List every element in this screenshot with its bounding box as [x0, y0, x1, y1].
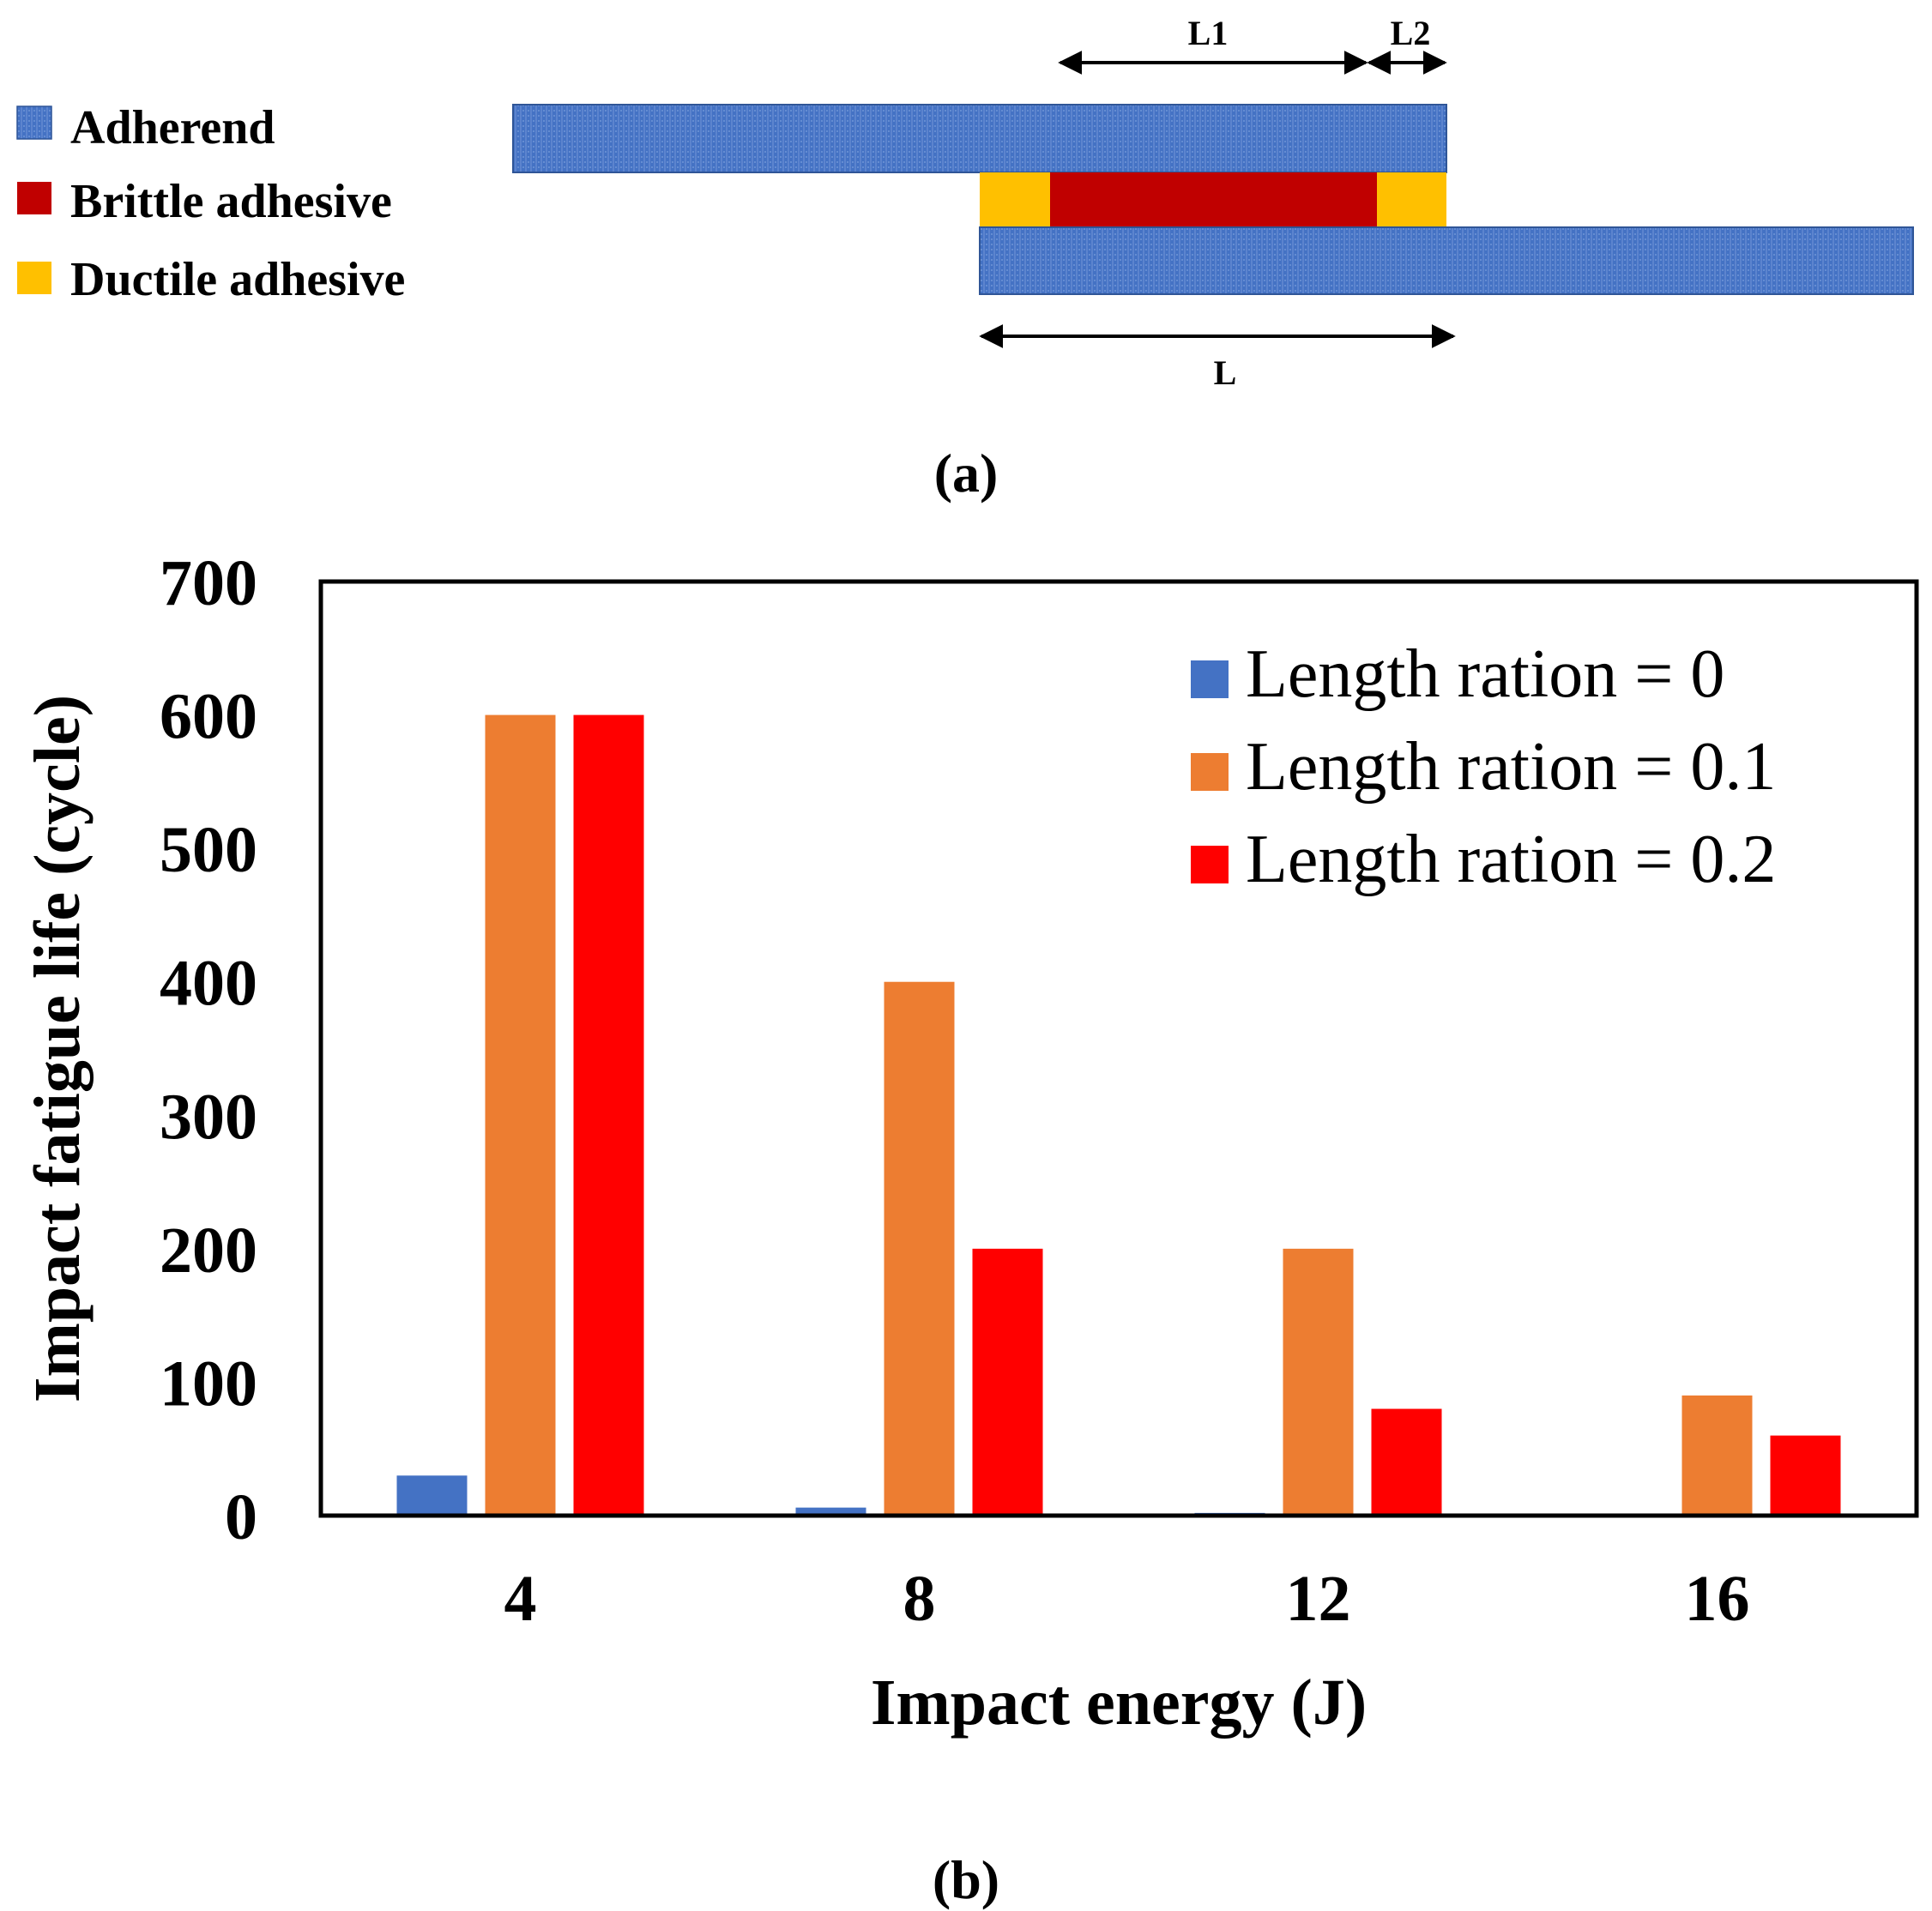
x-axis-ticks: 4 8 12 16	[504, 1563, 1750, 1635]
bar-series2-4	[573, 714, 644, 1516]
lower-adherend	[979, 226, 1914, 295]
x-tick-label-4: 4	[504, 1563, 537, 1635]
bar-series0-8	[795, 1507, 866, 1516]
x-tick-label-12: 12	[1286, 1563, 1351, 1635]
y-axis-title: Impact fatigue life (cycle)	[21, 695, 94, 1402]
legend-label-ductile: Ductile adhesive	[70, 253, 405, 306]
lap-joint-drawing: L1 L2 L	[512, 14, 1914, 392]
x-axis-title: Impact energy (J)	[871, 1667, 1367, 1739]
legend-label-series1: Length ration = 0.1	[1246, 729, 1776, 805]
plot-area-frame	[318, 579, 1919, 1518]
bar-series1-8	[884, 981, 955, 1516]
y-tick-label-100: 100	[160, 1347, 257, 1420]
y-tick-label-700: 700	[160, 547, 257, 619]
legend-swatch-series0	[1191, 660, 1229, 698]
bar-series1-4	[485, 714, 556, 1516]
bar-series1-12	[1283, 1248, 1354, 1516]
dimension-label-l: L	[1214, 353, 1237, 392]
y-tick-label-200: 200	[160, 1215, 257, 1287]
legend-label-series2: Length ration = 0.2	[1246, 822, 1776, 897]
bar-series2-16	[1770, 1435, 1841, 1516]
y-axis-ticks: 0 100 200 300 400 500 600 700	[160, 547, 257, 1553]
bar-series2-8	[972, 1248, 1043, 1516]
bar-series0-4	[396, 1475, 468, 1516]
y-tick-label-0: 0	[225, 1481, 257, 1553]
y-tick-label-400: 400	[160, 948, 257, 1020]
bar-series1-16	[1681, 1395, 1753, 1516]
x-tick-label-8: 8	[903, 1563, 936, 1635]
legend-swatch-brittle	[17, 182, 51, 214]
legend-swatch-adherend	[16, 105, 52, 140]
legend-swatch-ductile	[17, 262, 51, 294]
y-tick-label-500: 500	[160, 814, 257, 886]
brittle-adhesive	[1050, 172, 1377, 226]
legend-label-adherend: Adherend	[70, 101, 275, 154]
bar-chart: 0 100 200 300 400 500 600 700 4 8 12 16 Impact fat…	[21, 547, 1919, 1910]
ductile-adhesive-left	[980, 172, 1050, 226]
x-tick-label-16: 16	[1685, 1563, 1750, 1635]
caption-a: (a)	[934, 443, 999, 503]
legend-swatch-series1	[1191, 753, 1229, 791]
bar-series2-12	[1371, 1408, 1442, 1516]
schematic-legend: Adherend Brittle adhesive Ductile adhesi…	[16, 101, 405, 306]
y-tick-label-300: 300	[160, 1081, 257, 1153]
schematic-panel: Adherend Brittle adhesive Ductile adhesi…	[16, 14, 1914, 503]
chart-legend: Length ration = 0 Length ration = 0.1 Leng…	[1191, 636, 1776, 897]
legend-swatch-series2	[1191, 846, 1229, 883]
dimension-label-l2: L2	[1391, 14, 1431, 52]
y-tick-label-600: 600	[160, 681, 257, 753]
upper-adherend	[512, 104, 1447, 173]
legend-label-series0: Length ration = 0	[1246, 636, 1724, 712]
ductile-adhesive-right	[1377, 172, 1446, 226]
bar-marks	[396, 714, 1841, 1516]
legend-label-brittle: Brittle adhesive	[70, 175, 392, 228]
caption-b: (b)	[933, 1849, 999, 1910]
dimension-label-l1: L1	[1188, 14, 1229, 52]
